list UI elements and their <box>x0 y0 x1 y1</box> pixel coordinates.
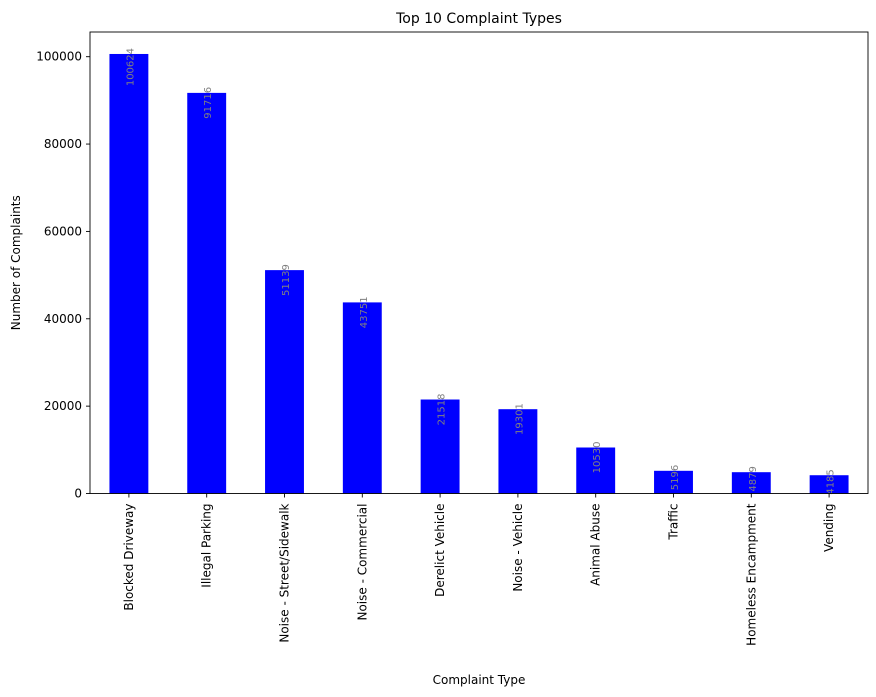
bar-noise-vehicle <box>498 409 538 494</box>
x-tick-label-derelict-vehicle: Derelict Vehicle <box>433 504 447 597</box>
value-label-noise-commercial: 43751 <box>359 296 370 328</box>
y-tick-label-80000: 80000 <box>44 137 82 151</box>
bar-blocked-driveway <box>109 53 149 494</box>
y-tick-label-40000: 40000 <box>44 312 82 326</box>
y-tick-label-20000: 20000 <box>44 399 82 413</box>
y-tick-label-60000: 60000 <box>44 224 82 238</box>
x-tick-label-vending: Vending <box>822 504 836 552</box>
bar-traffic <box>654 470 693 494</box>
bar-animal-abuse <box>576 447 616 494</box>
value-label-noise-street-sidewalk: 51139 <box>281 264 292 296</box>
x-tick-label-noise-commercial: Noise - Commercial <box>355 504 369 621</box>
x-axis-ticks: Blocked Driveway Illegal Parking Noise - S… <box>122 493 836 646</box>
y-axis-label: Number of Complaints <box>9 195 23 330</box>
bar-derelict-vehicle <box>420 399 460 494</box>
x-axis-label: Complaint Type <box>433 673 526 687</box>
x-tick-label-animal-abuse: Animal Abuse <box>589 504 603 586</box>
value-label-animal-abuse: 10530 <box>592 442 603 474</box>
bar-noise-commercial <box>342 302 382 494</box>
chart-title: Top 10 Complaint Types <box>395 11 562 27</box>
value-label-traffic: 5196 <box>670 465 681 490</box>
bars-group <box>109 53 849 494</box>
bar-homeless-encampment <box>731 472 771 494</box>
bar-illegal-parking <box>187 92 227 494</box>
value-label-vending: 4185 <box>826 469 837 494</box>
value-label-illegal-parking: 91716 <box>203 87 214 119</box>
bar-vending <box>809 475 849 494</box>
value-label-derelict-vehicle: 21518 <box>437 394 448 426</box>
x-tick-label-noise-street-sidewalk: Noise - Street/Sidewalk <box>278 503 292 642</box>
value-label-blocked-driveway: 100624 <box>125 48 136 86</box>
y-tick-label-0: 0 <box>74 487 82 501</box>
x-tick-label-homeless-encampment: Homeless Encampment <box>744 503 758 646</box>
x-tick-label-traffic: Traffic <box>667 504 681 541</box>
plot-frame <box>89 31 869 494</box>
y-tick-label-100000: 100000 <box>36 50 82 64</box>
x-tick-label-illegal-parking: Illegal Parking <box>200 504 214 588</box>
data-labels-group: 100624 91716 51139 43751 21518 19301 10530 5196… <box>125 48 836 495</box>
value-label-homeless-encampment: 4879 <box>748 466 759 491</box>
bar-noise-street-sidewalk <box>265 270 304 494</box>
x-tick-label-noise-vehicle: Noise - Vehicle <box>511 504 525 592</box>
y-axis-ticks: 0 20000 40000 60000 80000 100000 <box>36 50 90 501</box>
value-label-noise-vehicle: 19301 <box>514 403 525 435</box>
x-tick-label-blocked-driveway: Blocked Driveway <box>122 504 136 611</box>
